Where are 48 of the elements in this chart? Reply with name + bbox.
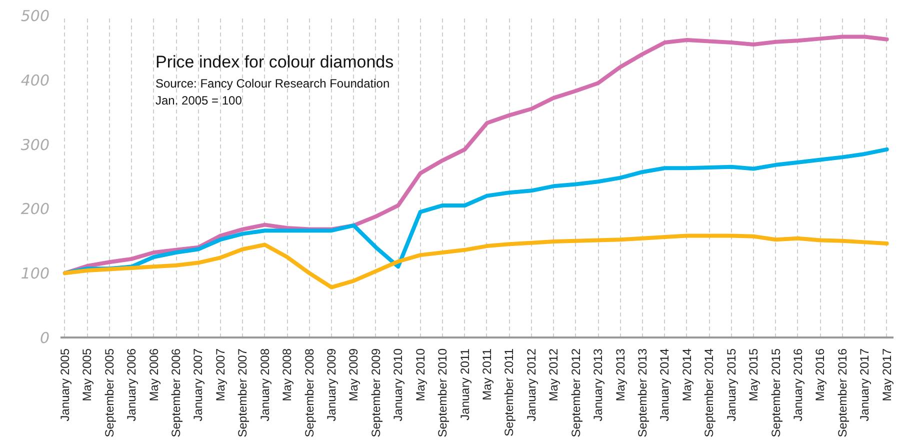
x-tick-label: May 2016 [813, 348, 828, 402]
x-tick-label: May 2008 [280, 348, 294, 402]
x-tick-label: May 2007 [213, 348, 228, 402]
x-tick-label: January 2010 [391, 348, 406, 422]
x-tick-label: September 2013 [635, 348, 650, 438]
x-tick-label: September 2008 [302, 348, 316, 438]
x-tick-label: May 2009 [346, 348, 361, 402]
x-tick-label: May 2012 [546, 348, 561, 402]
annotation: Jan. 2005 = 100 [156, 94, 242, 108]
x-tick-label: September 2012 [568, 348, 583, 438]
y-tick-label: 400 [20, 71, 50, 90]
y-tick-label: 100 [20, 264, 50, 283]
x-tick-label: September 2010 [436, 348, 450, 438]
y-tick-label: 300 [20, 136, 50, 154]
x-tick-label: September 2007 [236, 348, 250, 438]
x-tick-label: January 2011 [458, 348, 472, 420]
x-tick-label: September 2011 [502, 348, 516, 436]
x-tick-label: January 2008 [258, 348, 272, 422]
x-tick-label: May 2015 [746, 348, 761, 402]
x-tick-label: January 2012 [524, 348, 538, 422]
x-tick-label: January 2005 [58, 348, 72, 422]
x-tick-label: September 2014 [702, 348, 716, 438]
x-tick-label: September 2015 [768, 348, 783, 438]
x-tick-label: January 2013 [591, 348, 606, 422]
text: Source: Fancy Colour Research Foundation [156, 76, 390, 90]
x-tick-label: January 2006 [124, 348, 139, 422]
x-tick-label: May 2017 [880, 348, 894, 402]
x-tick-label: January 2015 [724, 348, 738, 422]
x-tick-label: May 2011 [480, 348, 494, 400]
y-tick-label: 200 [20, 200, 50, 218]
text: Price index for colour diamonds [156, 52, 394, 72]
x-tick-label: January 2014 [658, 348, 672, 422]
line-series [62, 234, 889, 290]
x-tick-label: January 2009 [324, 348, 339, 422]
x-tick-label: May 2013 [613, 348, 628, 402]
x-tick-label: January 2017 [858, 348, 872, 422]
x-tick-label: September 2005 [102, 348, 116, 438]
x-tick-label: May 2006 [146, 348, 161, 402]
y-tick-label: 0 [40, 329, 50, 347]
y-tick-label: 500 [20, 7, 50, 25]
x-tick-label: May 2005 [80, 348, 94, 402]
x-tick-label: May 2010 [413, 348, 428, 402]
x-tick-label: September 2006 [169, 348, 184, 438]
x-tick-label: September 2016 [835, 348, 850, 438]
x-tick-label: September 2009 [368, 348, 383, 438]
x-tick-label: January 2016 [790, 348, 805, 422]
x-tick-label: May 2014 [680, 348, 694, 402]
x-tick-label: January 2007 [191, 348, 206, 422]
